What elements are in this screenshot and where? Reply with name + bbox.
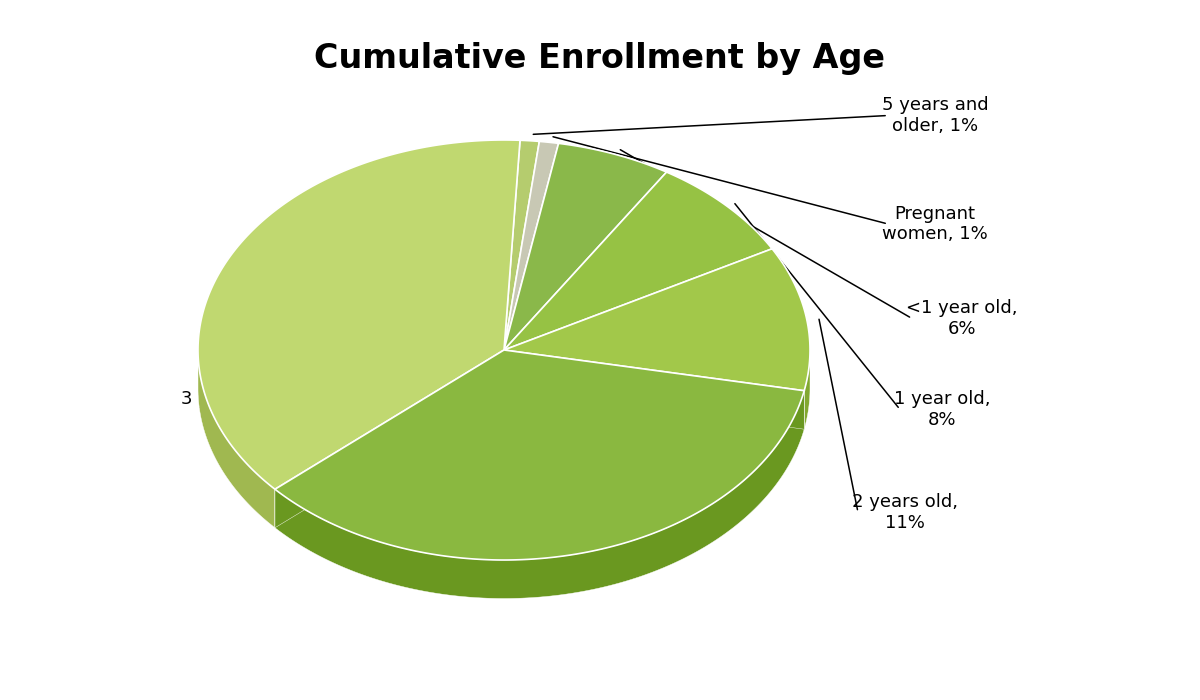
Polygon shape bbox=[198, 351, 275, 528]
Text: 3 years old,
35%: 3 years old, 35% bbox=[181, 390, 287, 429]
Polygon shape bbox=[198, 140, 520, 489]
Text: <1 year old,
6%: <1 year old, 6% bbox=[906, 299, 1018, 338]
Polygon shape bbox=[275, 350, 504, 528]
Text: 2 years old,
11%: 2 years old, 11% bbox=[852, 493, 958, 532]
Text: 1 year old,
8%: 1 year old, 8% bbox=[894, 390, 990, 429]
Polygon shape bbox=[275, 391, 804, 598]
Polygon shape bbox=[504, 144, 666, 350]
Text: 5 years and
older, 1%: 5 years and older, 1% bbox=[882, 96, 989, 135]
Polygon shape bbox=[504, 140, 539, 350]
Polygon shape bbox=[504, 350, 804, 429]
Polygon shape bbox=[504, 248, 810, 391]
Text: Cumulative Enrollment by Age: Cumulative Enrollment by Age bbox=[314, 42, 886, 75]
Polygon shape bbox=[504, 172, 772, 350]
Text: Pregnant
women, 1%: Pregnant women, 1% bbox=[882, 204, 988, 244]
Polygon shape bbox=[275, 350, 504, 528]
Polygon shape bbox=[504, 141, 558, 350]
Polygon shape bbox=[504, 350, 804, 429]
Polygon shape bbox=[275, 350, 804, 560]
Polygon shape bbox=[804, 350, 810, 429]
Text: 4 years old,
37%: 4 years old, 37% bbox=[349, 239, 455, 279]
